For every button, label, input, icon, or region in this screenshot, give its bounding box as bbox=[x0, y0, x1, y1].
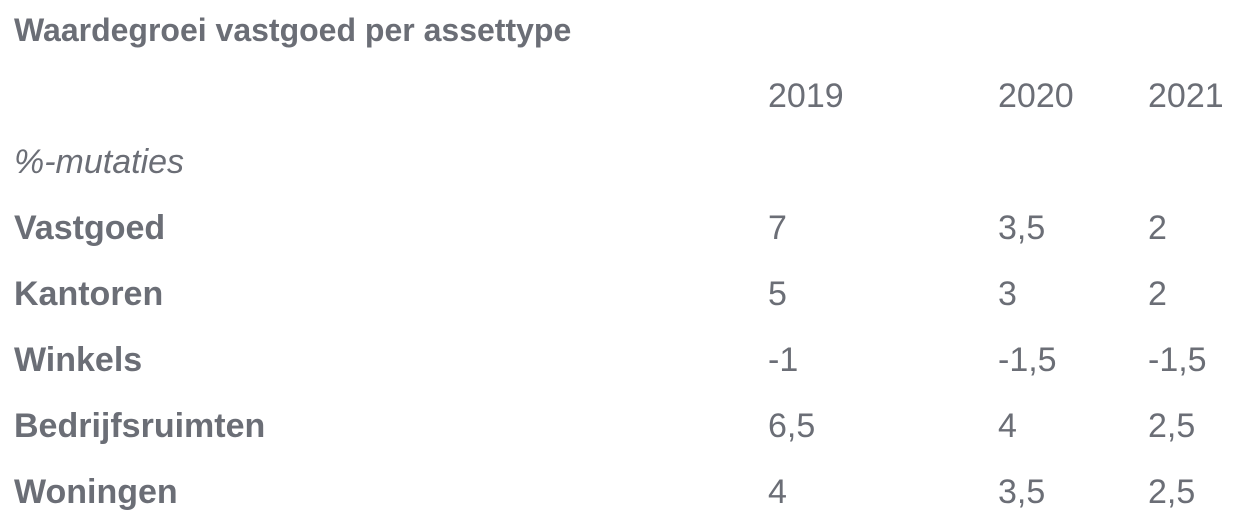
row-label: Vastgoed bbox=[14, 209, 166, 247]
row-label: Winkels bbox=[14, 341, 143, 379]
cell-2019: -1 bbox=[768, 341, 799, 379]
cell-2021: 2 bbox=[1148, 275, 1167, 313]
cell-2019: 7 bbox=[768, 209, 787, 247]
row-label: Bedrijfsruimten bbox=[14, 407, 266, 445]
cell-2020: 3 bbox=[998, 275, 1017, 313]
cell-2020: 4 bbox=[998, 407, 1017, 445]
cell-2020: -1,5 bbox=[998, 341, 1057, 379]
cell-2021: 2,5 bbox=[1148, 473, 1196, 511]
cell-2020: 3,5 bbox=[998, 209, 1046, 247]
cell-2019: 4 bbox=[768, 473, 787, 511]
cell-2020: 3,5 bbox=[998, 473, 1046, 511]
column-header-2020: 2020 bbox=[998, 77, 1074, 115]
unit-label: %-mutaties bbox=[14, 143, 185, 181]
cell-2021: 2 bbox=[1148, 209, 1167, 247]
row-label: Woningen bbox=[14, 473, 178, 511]
column-header-2021: 2021 bbox=[1148, 77, 1224, 115]
cell-2019: 6,5 bbox=[768, 407, 816, 445]
cell-2019: 5 bbox=[768, 275, 787, 313]
cell-2021: -1,5 bbox=[1148, 341, 1207, 379]
row-label: Kantoren bbox=[14, 275, 164, 313]
table-title: Waardegroei vastgoed per assettype bbox=[14, 12, 572, 48]
cell-2021: 2,5 bbox=[1148, 407, 1196, 445]
column-header-2019: 2019 bbox=[768, 77, 844, 115]
